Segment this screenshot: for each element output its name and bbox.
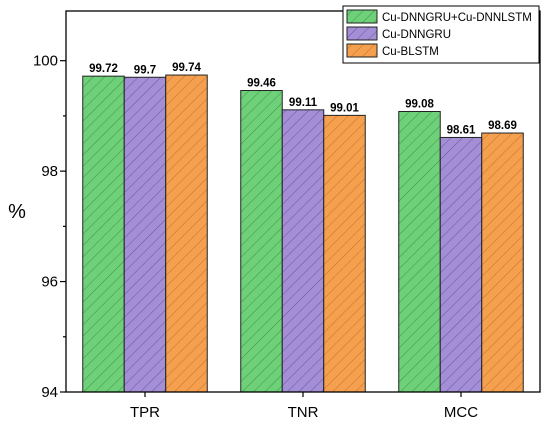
x-tick-label: TPR: [130, 404, 160, 421]
bar-mcc-series-0: [398, 110, 441, 393]
bar-tpr-series-1: [123, 76, 167, 393]
data-label: 99.7: [134, 64, 156, 76]
legend-label: Cu-DNNGRU+Cu-DNNLSTM: [382, 12, 532, 24]
axes-layer: 94 96 98 100 TPR TNR MCC: [33, 10, 541, 421]
legend: Cu-DNNGRU+Cu-DNNLSTM Cu-DNNGRU Cu-BLSTM: [342, 5, 540, 64]
data-label: 99.08: [405, 98, 434, 110]
legend-swatch: [346, 26, 378, 41]
legend-label: Cu-DNNGRU: [382, 29, 451, 41]
legend-swatch: [346, 43, 378, 58]
bar-tpr-series-2: [165, 74, 208, 393]
bar-mcc-series-1: [439, 136, 483, 393]
data-label: 99.72: [89, 63, 118, 75]
bar-mcc-series-2: [481, 132, 524, 393]
x-tick-label: TNR: [288, 404, 319, 421]
bar-tpr-series-0: [82, 75, 125, 393]
y-axis-label: %: [8, 201, 26, 223]
legend-label: Cu-BLSTM: [382, 46, 439, 58]
y-tick-label: 98: [41, 163, 58, 180]
data-labels-layer: 99.72 99.7 99.74 99.46 99.11 99.01 99.08 98.61 9…: [89, 62, 517, 136]
data-label: 99.11: [289, 97, 318, 109]
data-label: 98.61: [447, 124, 476, 136]
y-tick-label: 96: [41, 274, 58, 291]
data-label: 99.74: [172, 62, 201, 74]
bars-layer: [82, 74, 524, 393]
y-tick-label: 94: [41, 384, 58, 401]
x-tick-label: MCC: [444, 404, 478, 421]
bar-tnr-series-2: [323, 114, 366, 393]
y-tick-label: 100: [33, 53, 58, 70]
data-label: 99.46: [247, 78, 276, 90]
data-label: 99.01: [330, 102, 359, 114]
data-label: 98.69: [488, 120, 517, 132]
bar-tnr-series-1: [281, 109, 325, 393]
legend-swatch: [346, 9, 378, 24]
bar-tnr-series-0: [240, 90, 283, 393]
